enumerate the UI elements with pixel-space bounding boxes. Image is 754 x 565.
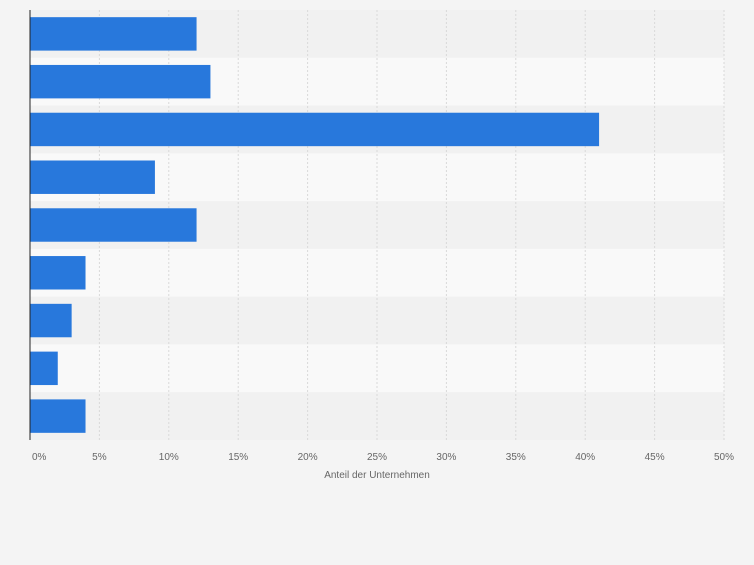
row-band: [30, 392, 724, 440]
x-tick-label: 25%: [367, 452, 387, 463]
x-tick-labels: 0% 5% 10% 15% 20% 25% 30% 35% 40% 45% 50%: [32, 452, 734, 463]
x-tick-label: 45%: [645, 452, 665, 463]
bar: [30, 17, 197, 51]
x-tick-label: 30%: [436, 452, 456, 463]
x-axis-label: Anteil der Unternehmen: [324, 470, 430, 481]
row-band: [30, 296, 724, 345]
bars: [30, 17, 600, 433]
bar: [30, 160, 155, 194]
bar: [30, 112, 600, 147]
x-tick-label: 50%: [714, 452, 734, 463]
bar: [30, 64, 211, 99]
bar: [30, 399, 86, 433]
bar: [30, 351, 58, 386]
row-band: [30, 248, 724, 297]
x-tick-label: 10%: [159, 452, 179, 463]
bar: [30, 208, 197, 242]
x-tick-label: 0%: [32, 452, 47, 463]
bar: [30, 256, 86, 290]
bar: [30, 303, 72, 338]
x-tick-label: 35%: [506, 452, 526, 463]
x-tick-label: 40%: [575, 452, 595, 463]
x-tick-label: 5%: [92, 452, 107, 463]
row-band: [30, 344, 724, 393]
x-tick-label: 20%: [298, 452, 318, 463]
x-tick-label: 15%: [228, 452, 248, 463]
